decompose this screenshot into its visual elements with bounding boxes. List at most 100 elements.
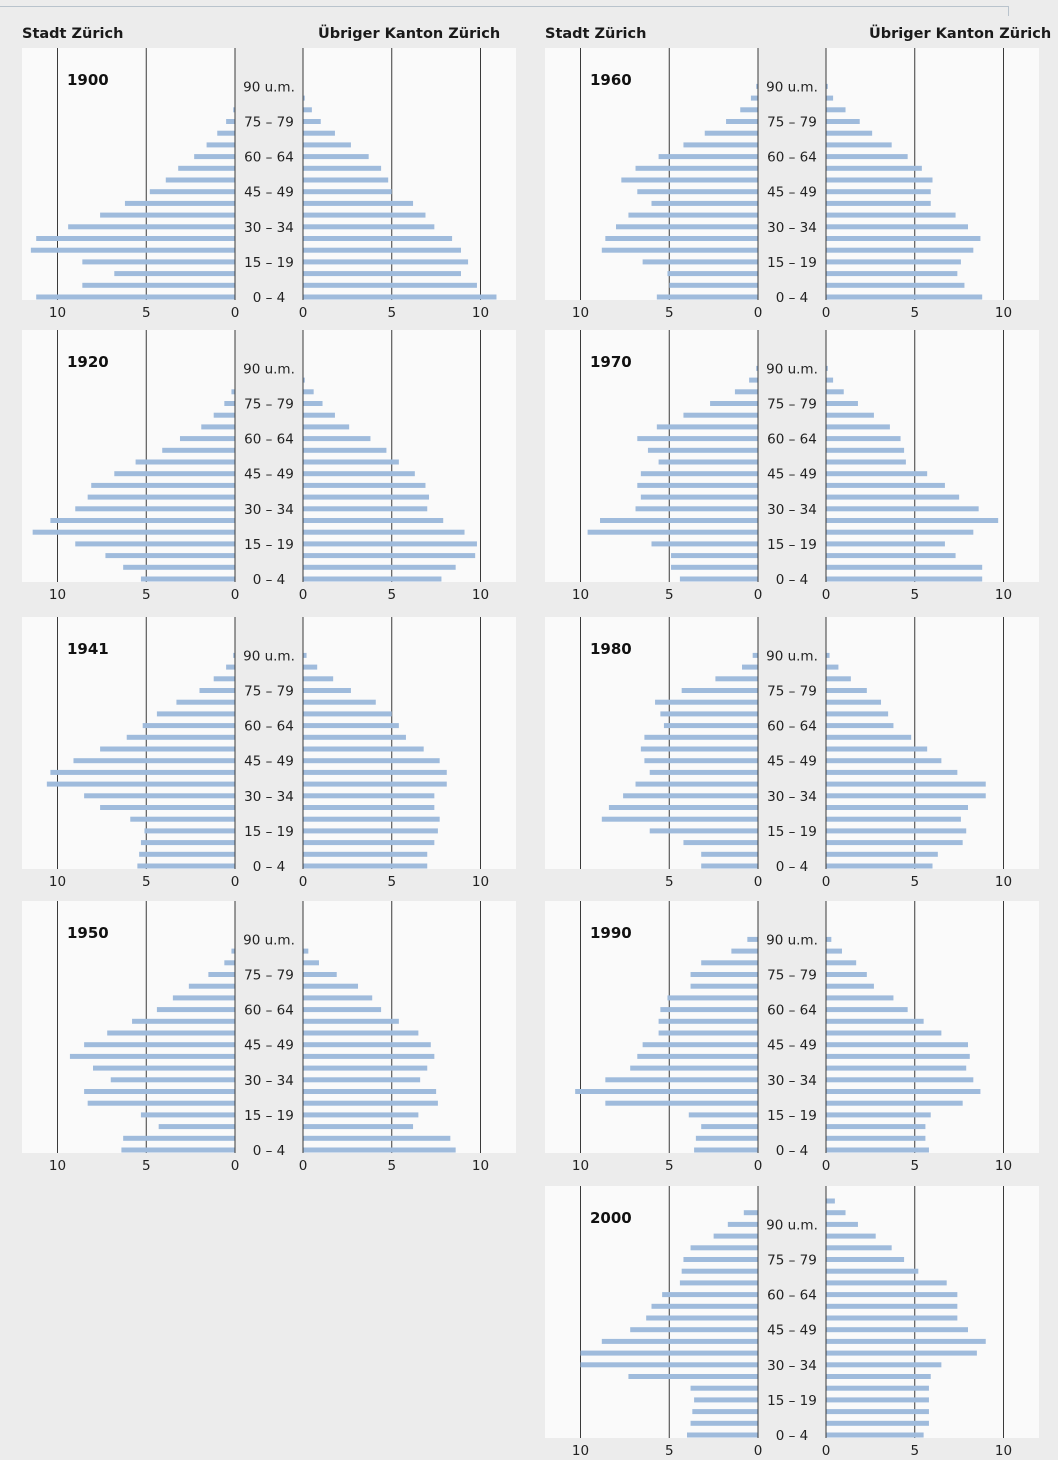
- bar-city-10: [621, 177, 758, 183]
- bar-city-0: [687, 1432, 758, 1438]
- bar-canton-10: [303, 746, 424, 752]
- x-tick-left: 5: [142, 305, 151, 318]
- bar-canton-12: [303, 1007, 382, 1013]
- bar-city-9: [73, 758, 235, 764]
- age-label: 0 – 4: [253, 290, 286, 306]
- bar-city-4: [690, 1385, 758, 1391]
- bar-canton-13: [826, 1280, 947, 1286]
- bar-city-15: [690, 972, 758, 977]
- bar-city-0: [121, 1147, 235, 1153]
- bar-city-4: [601, 816, 758, 822]
- bar-canton-3: [303, 828, 438, 834]
- bar-canton-15: [826, 688, 867, 693]
- bar-city-2: [158, 1124, 235, 1130]
- bar-city-12: [662, 1292, 758, 1298]
- pyramid-svg-1970: 0 – 4 15 – 19 30 – 34 45 – 49 60 – 64 75 – 79…: [545, 330, 1039, 603]
- bar-city-3: [651, 541, 758, 547]
- bar-city-14: [655, 699, 758, 705]
- x-tick-left: 0: [754, 874, 763, 887]
- bar-city-5: [100, 805, 235, 810]
- bar-canton-18: [826, 652, 830, 658]
- bar-city-6: [110, 1077, 235, 1083]
- age-label: 45 – 49: [244, 1038, 294, 1054]
- bar-canton-16: [303, 107, 312, 113]
- bar-canton-14: [303, 412, 335, 418]
- bar-city-4: [605, 1100, 758, 1106]
- x-tick-left: 5: [142, 587, 151, 600]
- bar-canton-14: [303, 130, 335, 136]
- x-tick-left: 5: [665, 1443, 674, 1456]
- bar-canton-8: [303, 1053, 435, 1059]
- bar-canton-3: [303, 541, 477, 547]
- bar-canton-8: [303, 769, 447, 775]
- bar-canton-14: [826, 983, 874, 989]
- bar-city-7: [46, 781, 235, 787]
- bar-canton-2: [303, 1124, 414, 1130]
- bar-city-0: [137, 863, 235, 869]
- bar-city-14: [213, 412, 235, 418]
- x-tick-right: 10: [995, 587, 1012, 600]
- bar-city-10: [658, 459, 758, 465]
- bar-city-16: [233, 107, 235, 113]
- bar-canton-5: [826, 518, 999, 523]
- bar-canton-9: [826, 471, 928, 477]
- bar-city-12: [637, 436, 758, 442]
- bar-canton-14: [303, 983, 359, 989]
- bar-city-7: [635, 781, 758, 787]
- bar-canton-16: [826, 676, 851, 682]
- age-label: 30 – 34: [244, 789, 294, 805]
- bar-canton-5: [826, 1089, 981, 1094]
- pyramid-panel-1950: 0 – 4 15 – 19 30 – 34 45 – 49 60 – 64 75 – 79…: [22, 901, 516, 1175]
- bar-city-10: [646, 1315, 758, 1321]
- bar-city-2: [114, 271, 235, 277]
- x-tick-right: 5: [910, 305, 919, 318]
- age-label: 30 – 34: [244, 220, 294, 236]
- bar-city-6: [623, 793, 758, 799]
- year-title: 1950: [67, 924, 109, 942]
- bar-city-4: [30, 247, 235, 253]
- bar-city-17: [713, 1233, 758, 1239]
- bar-canton-0: [303, 1147, 456, 1153]
- bar-canton-6: [826, 793, 986, 799]
- bar-city-19: [743, 1210, 758, 1216]
- x-tick-right: 5: [387, 874, 396, 887]
- bar-canton-17: [826, 1233, 876, 1239]
- bar-canton-2: [826, 1409, 929, 1415]
- bar-canton-8: [826, 1053, 970, 1059]
- bar-canton-6: [303, 793, 435, 799]
- x-tick-right: 5: [387, 1158, 396, 1171]
- bar-canton-12: [826, 723, 894, 729]
- age-label: 60 – 64: [244, 1003, 294, 1019]
- bar-city-0: [679, 576, 758, 582]
- x-tick-left: 5: [142, 1158, 151, 1171]
- pyramid-svg-1920: 0 – 4 15 – 19 30 – 34 45 – 49 60 – 64 75 – 79…: [22, 330, 516, 603]
- pyramid-svg-2000: 0 – 4 15 – 19 30 – 34 45 – 49 60 – 64 75 – 79…: [545, 1186, 1039, 1459]
- x-tick-right: 10: [472, 1158, 489, 1171]
- x-tick-left: 0: [754, 305, 763, 318]
- bar-canton-13: [303, 711, 392, 717]
- bar-city-7: [580, 1350, 758, 1356]
- x-tick-right: 0: [299, 874, 308, 887]
- bar-city-5: [50, 518, 236, 523]
- bar-city-13: [206, 142, 235, 148]
- age-label: 30 – 34: [767, 1358, 817, 1374]
- x-tick-left: 10: [572, 587, 589, 600]
- age-label: 30 – 34: [767, 1073, 817, 1089]
- bar-city-2: [701, 1124, 758, 1130]
- bar-canton-2: [303, 553, 476, 559]
- bar-canton-6: [826, 1077, 974, 1083]
- bar-canton-4: [303, 247, 461, 253]
- bar-canton-12: [303, 436, 371, 442]
- bar-city-10: [640, 746, 758, 752]
- bar-city-2: [667, 271, 758, 277]
- bar-canton-6: [303, 1077, 421, 1083]
- bar-city-5: [628, 1374, 758, 1379]
- bar-city-17: [750, 95, 758, 101]
- age-label: 0 – 4: [253, 572, 286, 588]
- bar-city-8: [637, 482, 758, 488]
- bar-canton-7: [826, 1065, 967, 1071]
- x-tick-right: 10: [995, 1158, 1012, 1171]
- bar-canton-9: [303, 471, 415, 477]
- bar-canton-9: [826, 1042, 968, 1048]
- bar-city-11: [162, 447, 235, 453]
